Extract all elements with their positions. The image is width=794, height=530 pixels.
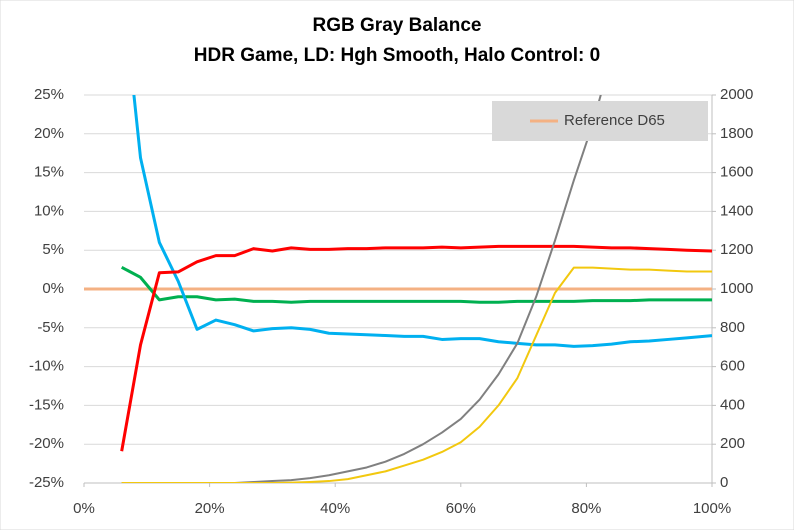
y-tick-label: -20% xyxy=(29,435,64,452)
legend: Reference D65 xyxy=(492,101,708,141)
y-tick-label: 20% xyxy=(34,125,64,142)
series-line xyxy=(121,266,712,483)
x-tick-label: 80% xyxy=(571,500,601,517)
legend-label: Reference D65 xyxy=(564,112,665,129)
x-tick-label: 40% xyxy=(320,500,350,517)
y2-tick-label: 1200 xyxy=(720,241,753,258)
y-tick-label: 25% xyxy=(34,86,64,103)
y2-tick-label: 600 xyxy=(720,358,745,375)
y2-tick-label: 1800 xyxy=(720,125,753,142)
chart-title: RGB Gray Balance xyxy=(313,15,482,36)
y2-tick-label: 400 xyxy=(720,396,745,413)
x-tick-label: 60% xyxy=(446,500,476,517)
legend-box xyxy=(492,101,708,141)
y2-tick-label: 0 xyxy=(720,474,728,491)
y-tick-label: -15% xyxy=(29,396,64,413)
y2-tick-label: 1000 xyxy=(720,280,753,297)
y2-tick-label: 800 xyxy=(720,319,745,336)
x-tick-label: 100% xyxy=(693,500,731,517)
x-tick-label: 0% xyxy=(73,500,95,517)
y-tick-label: 5% xyxy=(42,241,64,258)
y-tick-label: -25% xyxy=(29,474,64,491)
series-line xyxy=(120,244,712,452)
series-line xyxy=(132,95,712,348)
y-tick-label: -10% xyxy=(29,358,64,375)
plot-area xyxy=(84,95,712,483)
y2-tick-label: 200 xyxy=(720,435,745,452)
series-line xyxy=(121,95,602,483)
y2-tick-label: 1400 xyxy=(720,202,753,219)
chart-subtitle: HDR Game, LD: Hgh Smooth, Halo Control: … xyxy=(194,45,600,66)
y-tick-label: 15% xyxy=(34,164,64,181)
y-tick-label: 0% xyxy=(42,280,64,297)
y-tick-label: -5% xyxy=(37,319,64,336)
x-tick-label: 20% xyxy=(195,500,225,517)
y2-tick-label: 2000 xyxy=(720,86,753,103)
y-tick-label: 10% xyxy=(34,202,64,219)
y2-tick-label: 1600 xyxy=(720,164,753,181)
series-line xyxy=(120,265,712,304)
